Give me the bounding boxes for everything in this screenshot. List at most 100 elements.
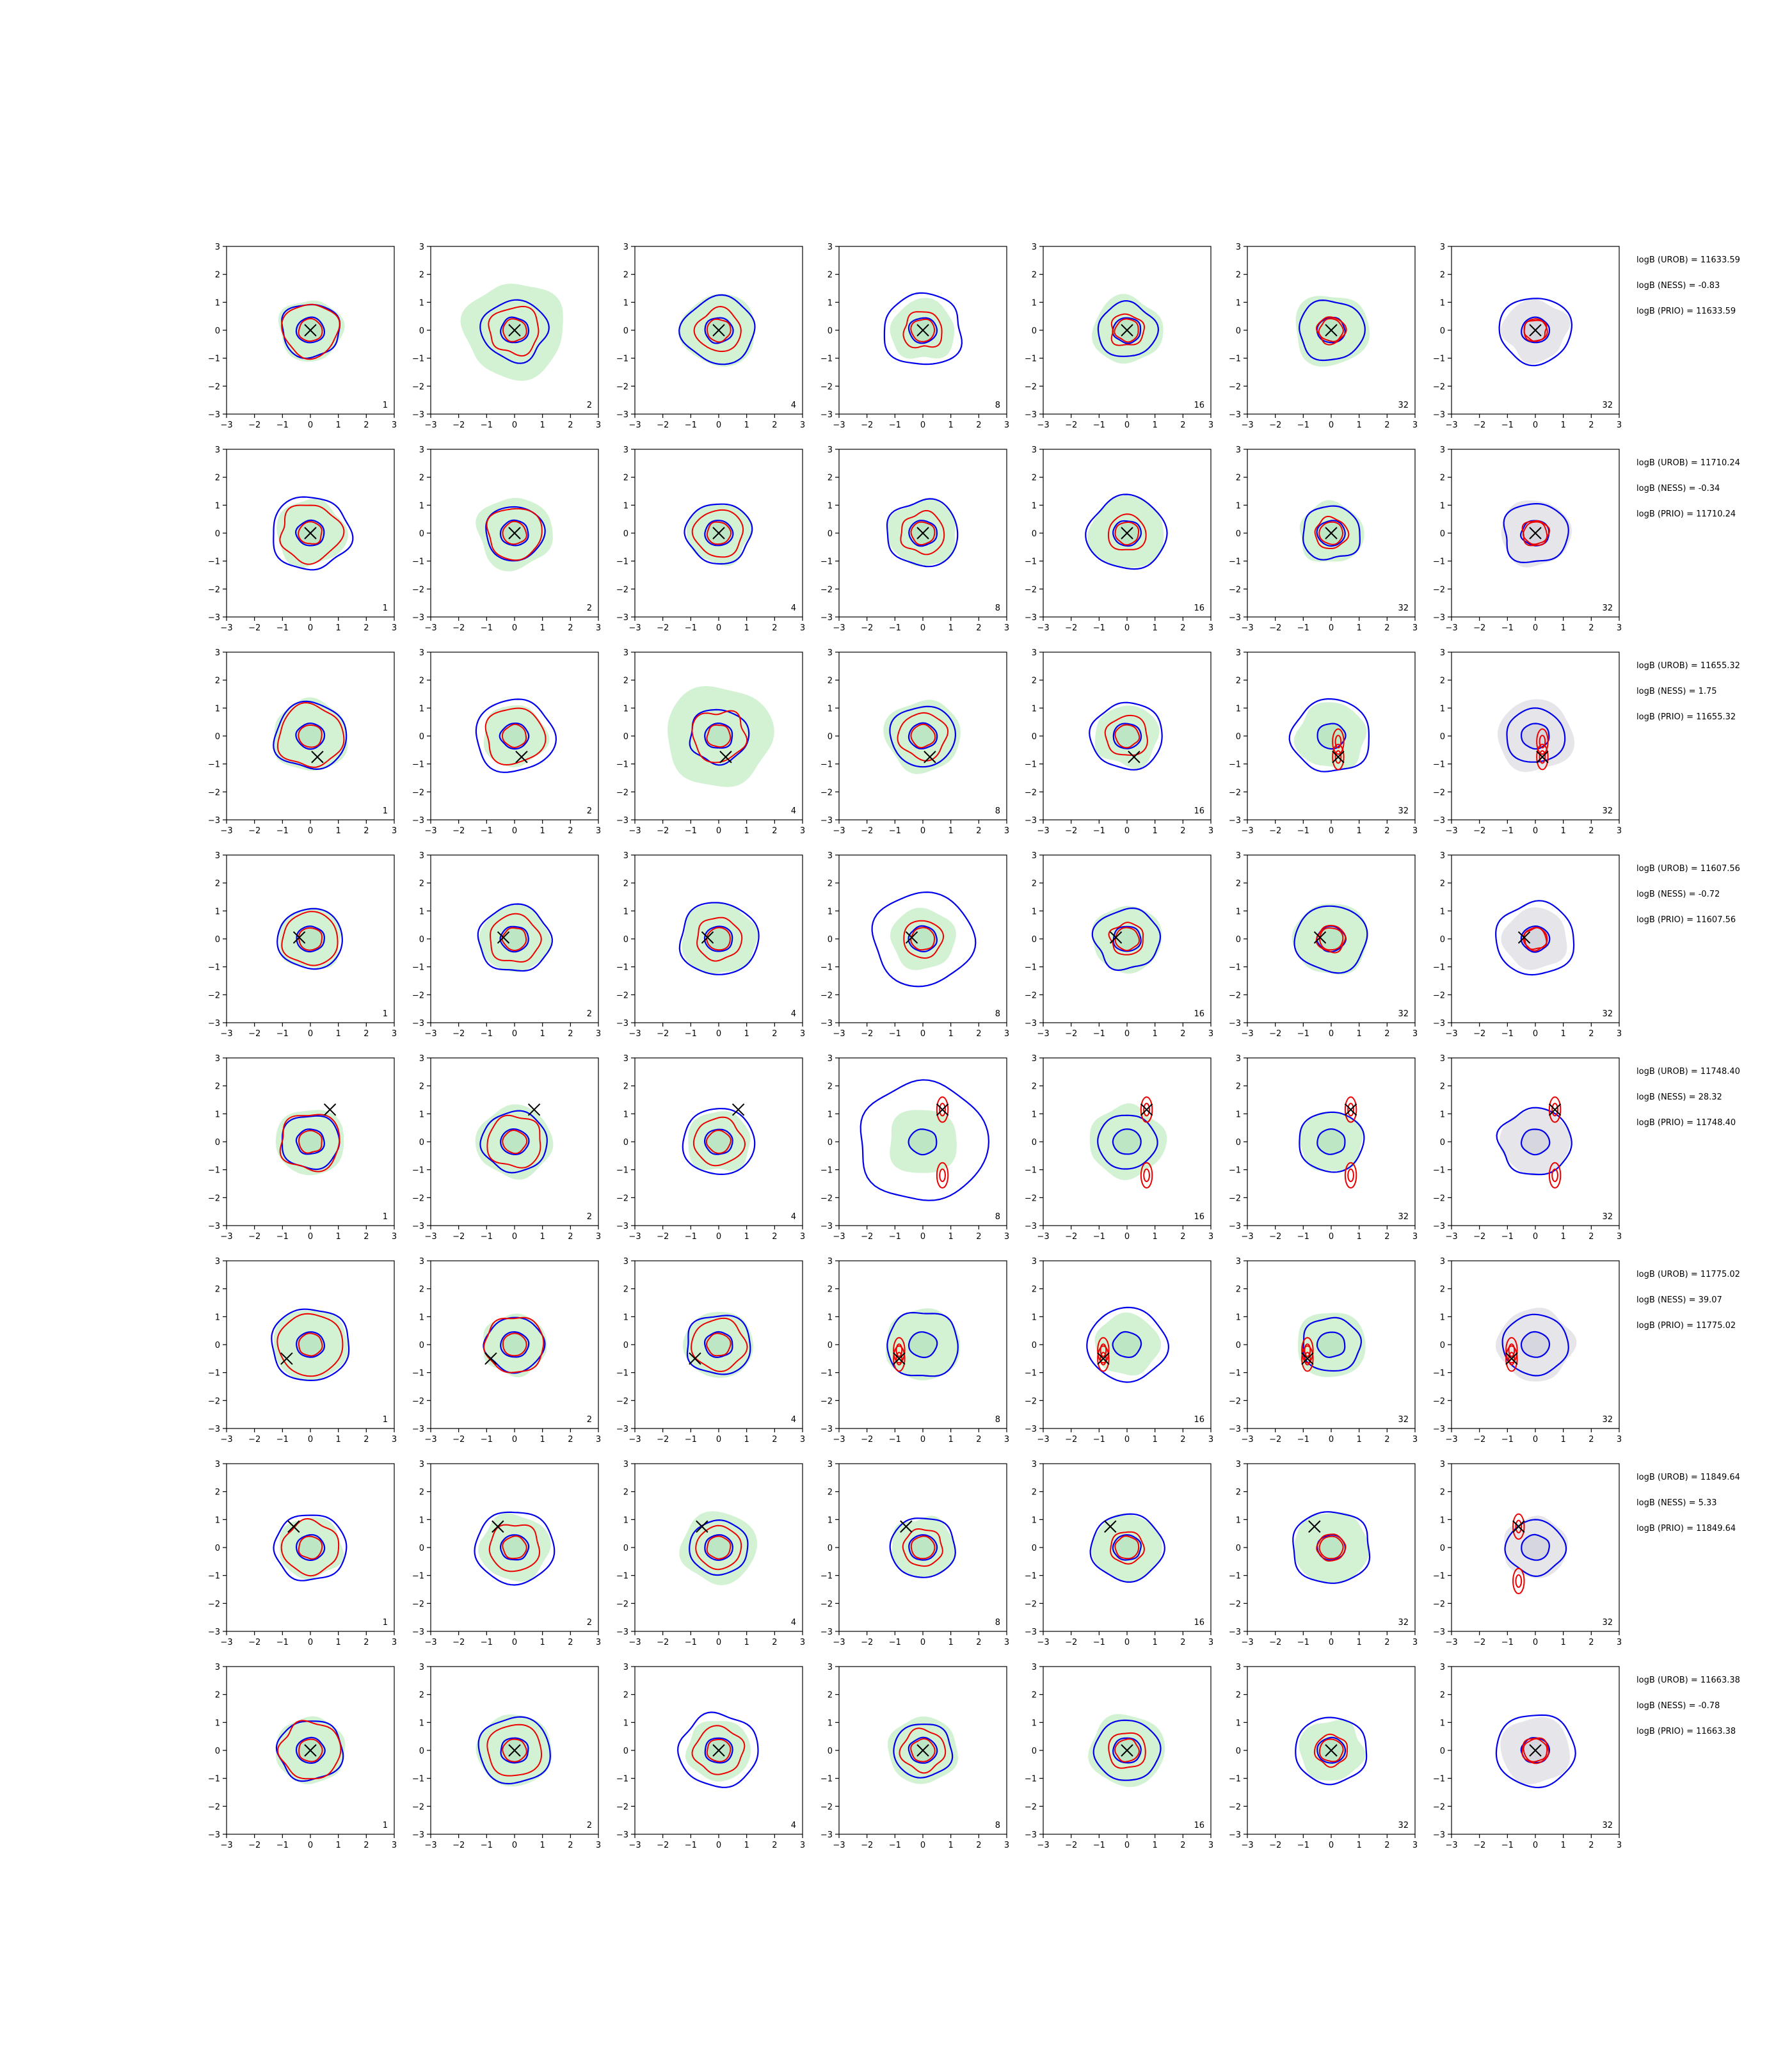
- x-tick-label: 0: [920, 623, 925, 633]
- x-tick-label: −2: [657, 1638, 669, 1647]
- blue-contour-inner: [295, 316, 325, 344]
- plot-area: [1495, 900, 1575, 976]
- panel-r8-c1: −3−3 −2 −2 −1 −1 0 0 1 1 2 2 3 3 1: [208, 1663, 397, 1850]
- y-tick-label: 0: [828, 529, 833, 539]
- panel-r1-c4: −3−3 −2 −2 −1 −1 0 0 1 1 2 2 3 3 8: [820, 243, 1009, 430]
- plot-area: [1299, 1096, 1365, 1189]
- y-tick-label: −3: [1025, 613, 1037, 623]
- y-tick-label: 1: [419, 1110, 424, 1119]
- row-annotation-3: logB (PRIO) = 11710.24: [1636, 509, 1736, 519]
- y-tick-label: 2: [1236, 1691, 1241, 1700]
- x-tick-label: −3: [1445, 623, 1457, 633]
- x-tick-label: 3: [392, 1638, 397, 1647]
- y-tick-label: 3: [1236, 445, 1241, 455]
- row-annotation-3: logB (PRIO) = 11663.38: [1636, 1727, 1736, 1736]
- x-tick-label: 2: [1588, 623, 1594, 633]
- blue-contour-outer: [1302, 505, 1361, 561]
- x-tick-label: 2: [364, 1435, 369, 1444]
- red-contour-mode-b-inner: [895, 1343, 903, 1357]
- x-tick-label: −2: [1269, 420, 1281, 430]
- blue-contour-inner: [908, 317, 938, 344]
- x-tick-label: −3: [628, 420, 641, 430]
- y-tick-label: 3: [1440, 851, 1445, 861]
- plot-area: [276, 907, 343, 970]
- red-contour-inner: [1114, 521, 1139, 546]
- x-tick-label: −3: [628, 1232, 641, 1242]
- x-tick-label: 0: [920, 1232, 925, 1242]
- x-tick-label: −3: [1241, 623, 1253, 633]
- red-contour-inner: [910, 521, 936, 546]
- x-tick-label: 1: [1561, 1232, 1566, 1242]
- panel-r6-c2: −3−3 −2 −2 −1 −1 0 0 1 1 2 2 3 3 2: [412, 1257, 601, 1444]
- x-tick-label: −2: [1065, 1435, 1077, 1444]
- y-tick-label: 0: [828, 935, 833, 945]
- y-tick-label: −1: [820, 355, 833, 364]
- y-tick-label: −3: [208, 816, 220, 826]
- y-tick-label: 3: [419, 1460, 424, 1469]
- y-tick-label: −3: [1025, 1019, 1037, 1028]
- plot-area: [273, 697, 348, 771]
- blue-contour-outer: [686, 1315, 751, 1375]
- y-tick-label: −3: [1433, 613, 1445, 623]
- panel-count-label: 2: [587, 806, 592, 816]
- x-tick-label: 3: [1004, 1435, 1009, 1444]
- blue-contour-inner: [1521, 1533, 1550, 1561]
- blue-contour-outer: [676, 1711, 759, 1788]
- x-tick-label: 3: [1617, 1638, 1622, 1647]
- y-tick-label: 0: [215, 326, 220, 336]
- y-tick-label: −2: [208, 585, 220, 595]
- density-core: [1317, 1535, 1345, 1560]
- x-tick-label: −2: [657, 1029, 669, 1039]
- y-tick-label: 3: [1032, 648, 1037, 658]
- panel-count-label: 16: [1194, 1212, 1204, 1222]
- red-contour-mode-b-inner: [1515, 1574, 1523, 1588]
- x-tick-label: −1: [889, 1841, 901, 1850]
- x-tick-label: 1: [1153, 1435, 1158, 1444]
- x-tick-label: 0: [920, 1029, 925, 1039]
- red-contour-outer: [900, 509, 945, 556]
- panel-r2-c1: −3−3 −2 −2 −1 −1 0 0 1 1 2 2 3 3 1: [208, 445, 397, 633]
- y-tick-label: −3: [616, 410, 628, 420]
- plot-area: [1498, 298, 1573, 367]
- red-contour-inner: [1523, 318, 1548, 342]
- y-tick-label: −2: [820, 1396, 833, 1406]
- y-tick-label: 0: [215, 529, 220, 539]
- x-tick-label: −2: [861, 1841, 873, 1850]
- panel-r4-c7: −3−3 −2 −2 −1 −1 0 0 1 1 2 2 3 3 32: [1433, 851, 1622, 1039]
- y-tick-label: 0: [1440, 935, 1445, 945]
- y-tick-label: 3: [1032, 851, 1037, 861]
- density-core: [500, 1128, 529, 1155]
- plot-area: [1091, 906, 1162, 974]
- red-contour-outer: [1110, 313, 1146, 346]
- y-tick-label: 3: [1440, 445, 1445, 455]
- panel-count-label: 32: [1398, 806, 1409, 816]
- x-tick-label: 1: [744, 623, 749, 633]
- red-contour-outer: [691, 1317, 748, 1372]
- density-core: [500, 1535, 529, 1560]
- y-tick-label: 3: [419, 648, 424, 658]
- panel-count-label: 8: [995, 401, 1000, 410]
- true-location-marker: [508, 324, 521, 337]
- y-tick-label: 3: [1440, 648, 1445, 658]
- blue-contour-outer: [1506, 707, 1566, 763]
- y-tick-label: 2: [623, 1082, 628, 1092]
- plot-area: [476, 498, 553, 572]
- x-tick-label: 2: [1588, 1435, 1594, 1444]
- panel-r1-c2: −3−3 −2 −2 −1 −1 0 0 1 1 2 2 3 3 2: [412, 243, 601, 430]
- y-tick-label: 3: [828, 648, 833, 658]
- y-tick-label: 0: [828, 1747, 833, 1756]
- density-core: [1521, 723, 1550, 749]
- panel-count-label: 1: [383, 604, 388, 613]
- red-contour-outer: [902, 311, 943, 349]
- red-contour-outer: [488, 1524, 541, 1572]
- blue-contour-outer: [860, 1079, 990, 1201]
- x-tick-label: −2: [861, 1029, 873, 1039]
- x-tick-label: −3: [1445, 826, 1457, 836]
- x-tick-label: 2: [568, 1841, 573, 1850]
- y-tick-label: 3: [419, 851, 424, 861]
- y-tick-label: 2: [1032, 271, 1037, 280]
- red-contour-mode-a-inner: [1143, 1103, 1150, 1117]
- x-tick-label: −1: [276, 1841, 289, 1850]
- x-tick-label: 1: [1357, 1029, 1362, 1039]
